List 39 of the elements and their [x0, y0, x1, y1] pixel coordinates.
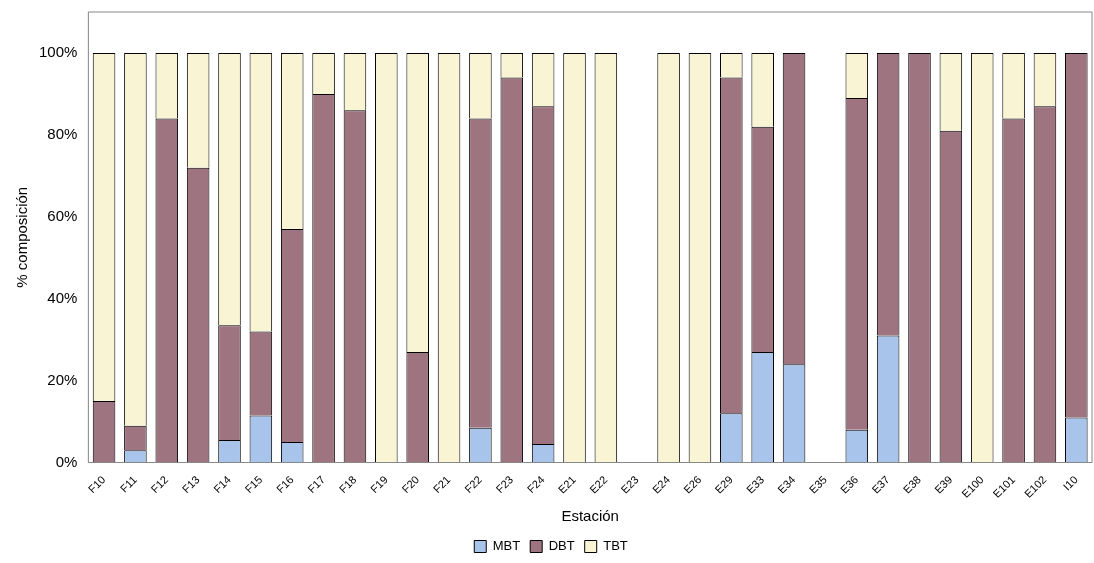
x-tick-label: F17 [305, 473, 328, 496]
y-axis-title: % composición [13, 186, 31, 288]
x-tick-label: F11 [117, 473, 139, 495]
x-tick-label: F24 [524, 473, 547, 496]
x-tick-label: E36 [838, 473, 861, 496]
y-tick-label: 100% [38, 43, 78, 61]
x-tick-label: E29 [712, 473, 735, 496]
legend-label: TBT [603, 538, 628, 554]
x-axis-title: Estación [561, 507, 619, 525]
x-tick-label: I10 [1060, 473, 1080, 493]
x-tick-label: E33 [743, 473, 767, 496]
x-tick-label: E23 [618, 473, 641, 496]
x-tick-label: E38 [900, 473, 924, 496]
y-tick-label: 20% [47, 370, 78, 388]
legend-label: MBT [492, 538, 521, 554]
x-tick-label: F18 [336, 473, 359, 496]
x-tick-label: E24 [649, 473, 673, 496]
y-tick-label: 80% [47, 125, 78, 142]
x-tick-label: E34 [775, 473, 798, 496]
x-tick-label: F22 [462, 473, 484, 496]
legend-label: DBT [548, 538, 575, 554]
x-tick-label: F19 [367, 473, 390, 496]
x-tick-label: E22 [587, 473, 610, 496]
x-tick-label: F15 [242, 473, 265, 496]
x-tick-label: E26 [681, 473, 704, 496]
y-tick-label: 40% [47, 288, 78, 306]
x-tick-label: F10 [85, 473, 108, 496]
x-tick-label: F21 [430, 473, 453, 496]
x-tick-label: F13 [179, 473, 202, 496]
y-tick-label: 0% [55, 452, 78, 470]
x-tick-label: E21 [555, 473, 579, 496]
y-tick-label: 60% [47, 206, 78, 224]
x-tick-label: F16 [273, 473, 296, 496]
x-tick-label: F23 [493, 473, 516, 496]
x-tick-label: F12 [148, 473, 171, 496]
x-tick-label: E39 [932, 473, 955, 496]
x-tick-label: F20 [399, 473, 422, 496]
x-tick-label: F14 [211, 473, 234, 496]
x-tick-label: E35 [806, 473, 829, 496]
